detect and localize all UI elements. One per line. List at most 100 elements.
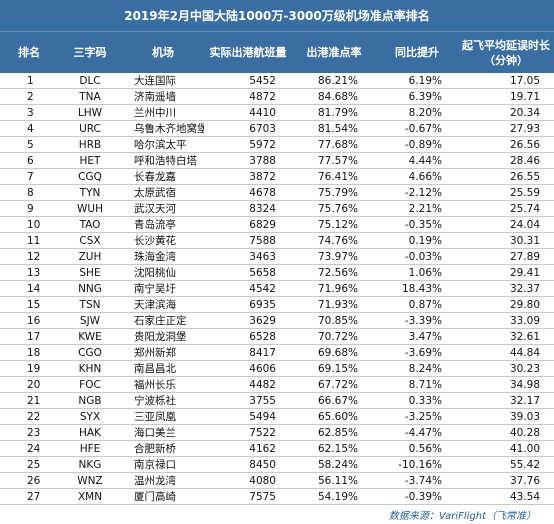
cell-departures: 3788 [249, 154, 276, 167]
cell-rank: 16 [27, 314, 41, 327]
cell-rank: 3 [27, 106, 34, 119]
header-rank: 排名 [18, 46, 40, 59]
table-row: 18 CGO 郑州新郑 8417 69.68% -3.69% 44.84 [0, 345, 554, 361]
cell-rank: 6 [27, 154, 34, 167]
cell-departures: 5658 [249, 266, 276, 279]
cell-departures: 4678 [249, 186, 276, 199]
cell-airport: 南京禄口 [134, 459, 176, 471]
cell-yoy: 8.20% [408, 106, 442, 119]
table-row: 26 WNZ 温州龙湾 4080 56.11% -3.74% 37.76 [0, 473, 554, 489]
table-row: 9 WUH 武汉天河 8324 75.76% 2.21% 25.74 [0, 201, 554, 217]
cell-rank: 9 [27, 202, 34, 215]
cell-rank: 1 [27, 74, 34, 87]
cell-rank: 11 [27, 234, 41, 247]
cell-ontime-rate: 81.79% [317, 106, 358, 119]
cell-rank: 24 [27, 442, 41, 455]
cell-departures: 5494 [249, 410, 276, 423]
cell-ontime-rate: 58.24% [317, 458, 358, 471]
cell-departures: 4542 [249, 282, 276, 295]
table-row: 1 DLC 大连国际 5452 86.21% 6.19% 17.05 [0, 73, 554, 89]
cell-airport: 三亚凤凰 [134, 411, 176, 423]
cell-rank: 8 [27, 186, 34, 199]
table-row: 22 SYX 三亚凤凰 5494 65.60% -3.25% 39.03 [0, 409, 554, 425]
cell-departures: 8450 [249, 458, 276, 471]
cell-ontime-rate: 71.96% [317, 282, 358, 295]
cell-avg-delay: 33.09 [509, 314, 540, 327]
cell-departures: 4410 [249, 106, 276, 119]
table-row: 14 NNG 南宁吴圩 4542 71.96% 18.43% 32.37 [0, 281, 554, 297]
cell-avg-delay: 32.61 [509, 330, 540, 343]
cell-yoy: 8.24% [408, 362, 442, 375]
cell-ontime-rate: 71.93% [317, 298, 358, 311]
cell-departures: 6935 [249, 298, 276, 311]
cell-ontime-rate: 75.76% [317, 202, 358, 215]
cell-code: SYX [79, 410, 101, 423]
cell-departures: 3463 [249, 250, 276, 263]
cell-rank: 10 [27, 218, 41, 231]
cell-yoy: 0.33% [408, 394, 442, 407]
cell-code: LHW [77, 106, 103, 119]
cell-code: CGO [78, 346, 102, 359]
cell-yoy: 6.19% [408, 74, 442, 87]
cell-avg-delay: 44.84 [509, 346, 540, 359]
cell-departures: 6703 [249, 122, 276, 135]
cell-ontime-rate: 84.68% [317, 90, 358, 103]
cell-yoy: 18.43% [401, 282, 442, 295]
header-ontime-rate: 出港准点率 [306, 46, 362, 59]
cell-yoy: -0.03% [404, 250, 442, 263]
cell-airport: 兰州中川 [134, 107, 176, 119]
table-header: 排名 三字码 机场 实际出港航班量 出港准点率 同比提升 起飞平均延误时长 （分… [0, 31, 554, 73]
cell-airport: 宁波栎社 [134, 395, 176, 407]
cell-yoy: -4.47% [404, 426, 442, 439]
cell-avg-delay: 20.34 [509, 106, 540, 119]
cell-departures: 7588 [249, 234, 276, 247]
cell-rank: 25 [27, 458, 41, 471]
cell-code: HET [79, 154, 101, 167]
cell-ontime-rate: 75.12% [317, 218, 358, 231]
cell-yoy: -2.12% [404, 186, 442, 199]
cell-yoy: 0.87% [408, 298, 442, 311]
cell-airport: 武汉天河 [134, 203, 176, 215]
table-row: 25 NKG 南京禄口 8450 58.24% -10.16% 55.42 [0, 457, 554, 473]
table-row: 6 HET 呼和浩特白塔 3788 77.57% 4.44% 28.46 [0, 153, 554, 169]
cell-rank: 7 [27, 170, 34, 183]
table-row: 21 NGB 宁波栎社 3755 66.67% 0.33% 32.17 [0, 393, 554, 409]
cell-rank: 14 [27, 282, 41, 295]
header-avg-delay: 起飞平均延误时长 （分钟） [462, 38, 550, 67]
cell-yoy: 2.21% [408, 202, 442, 215]
cell-rank: 4 [27, 122, 34, 135]
cell-ontime-rate: 73.97% [317, 250, 358, 263]
cell-yoy: -3.74% [404, 474, 442, 487]
table-row: 19 KHN 南昌昌北 4606 69.15% 8.24% 30.23 [0, 361, 554, 377]
cell-ontime-rate: 77.68% [317, 138, 358, 151]
cell-airport: 海口美兰 [134, 427, 176, 439]
cell-rank: 22 [27, 410, 41, 423]
cell-avg-delay: 17.05 [509, 74, 540, 87]
cell-departures: 3629 [249, 314, 276, 327]
cell-rank: 26 [27, 474, 41, 487]
cell-code: DLC [79, 74, 101, 87]
cell-code: HFE [79, 442, 101, 455]
cell-airport: 南昌昌北 [134, 363, 176, 375]
cell-ontime-rate: 69.68% [317, 346, 358, 359]
table-row: 17 KWE 贵阳龙洞堡 6528 70.72% 3.47% 32.61 [0, 329, 554, 345]
table-row: 11 CSX 长沙黄花 7588 74.76% 0.19% 30.31 [0, 233, 554, 249]
cell-code: ZUH [78, 250, 102, 263]
cell-yoy: 0.19% [408, 234, 442, 247]
cell-ontime-rate: 70.85% [317, 314, 358, 327]
cell-airport: 长春龙嘉 [134, 171, 176, 183]
cell-code: SJW [79, 314, 101, 327]
cell-rank: 15 [27, 298, 41, 311]
table-row: 4 URC 乌鲁木齐地窝堡 6703 81.54% -0.67% 27.93 [0, 121, 554, 137]
table-row: 2 TNA 济南遥墙 4872 84.68% 6.39% 19.71 [0, 89, 554, 105]
table-row: 24 HFE 合肥新桥 4162 62.15% 0.56% 41.00 [0, 441, 554, 457]
table-row: 3 LHW 兰州中川 4410 81.79% 8.20% 20.34 [0, 105, 554, 121]
cell-code: KWE [78, 330, 102, 343]
cell-departures: 3872 [249, 170, 276, 183]
cell-airport: 哈尔滨太平 [134, 139, 187, 151]
cell-yoy: 4.44% [408, 154, 442, 167]
cell-yoy: -3.39% [404, 314, 442, 327]
cell-code: TAO [79, 218, 101, 231]
cell-ontime-rate: 77.57% [317, 154, 358, 167]
